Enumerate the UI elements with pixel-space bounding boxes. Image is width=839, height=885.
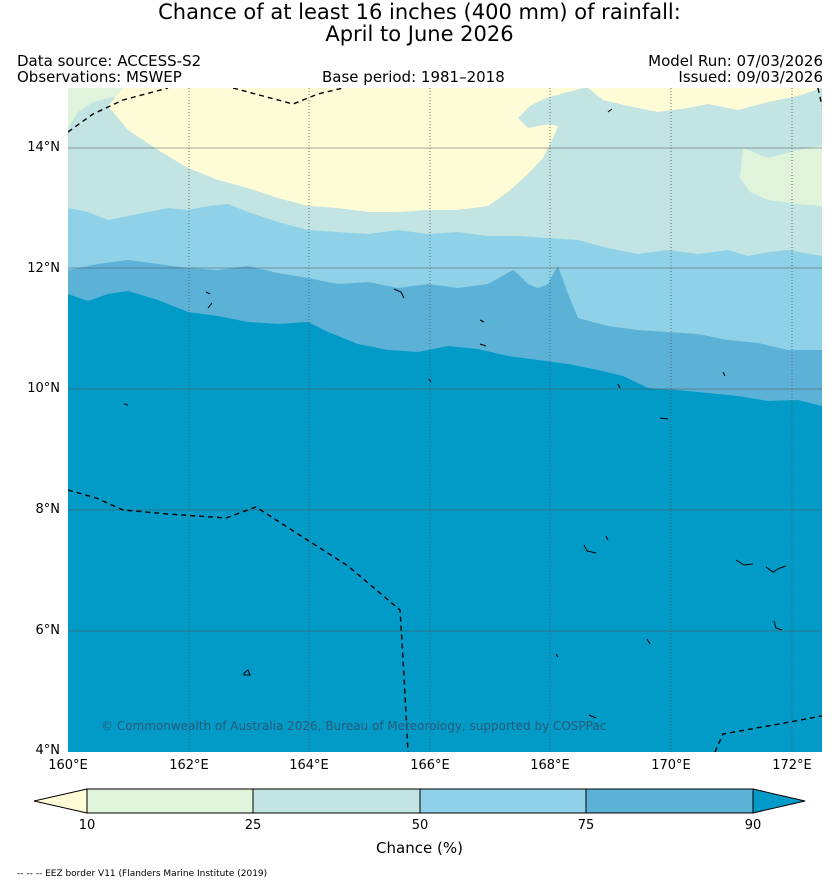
lat-label-12: 12°N xyxy=(27,261,60,276)
island-wotje xyxy=(617,371,726,420)
colorbar-tick-75: 75 xyxy=(577,818,595,833)
lat-label-14: 14°N xyxy=(27,140,60,155)
colorbar-segment-50-75 xyxy=(419,788,587,814)
colorbar-segment-75-90 xyxy=(585,788,754,814)
island-wake xyxy=(607,108,613,113)
lat-label-10: 10°N xyxy=(27,381,60,396)
zone-10-25-west xyxy=(68,88,128,128)
base-period-label: Base period: 1981–2018 xyxy=(322,68,505,86)
observations-label: Observations: MSWEP xyxy=(17,68,182,86)
island-rongelap xyxy=(479,319,485,323)
lon-label-162: 162°E xyxy=(169,758,209,773)
model-run-label: Model Run: 07/03/2026 xyxy=(648,52,823,70)
lon-label-164: 164°E xyxy=(289,758,329,773)
island-enewetak xyxy=(205,291,213,309)
colorbar-low-extend xyxy=(33,788,88,814)
colorbar-segment-25-50 xyxy=(252,788,421,814)
lat-label-4: 4°N xyxy=(35,743,61,758)
zone-below-10-west xyxy=(108,88,583,212)
colorbar-label: Chance (%) xyxy=(376,839,463,857)
island-mili xyxy=(773,620,783,631)
issued-label: Issued: 09/03/2026 xyxy=(678,68,823,86)
eez-border-south-east xyxy=(714,715,822,752)
eez-border-north-west xyxy=(68,88,169,133)
island-small-atolls xyxy=(123,343,487,406)
lat-label-8: 8°N xyxy=(35,502,61,517)
eez-border-west xyxy=(68,489,409,752)
island-ujelang xyxy=(243,669,251,676)
colorbar-tick-25: 25 xyxy=(244,818,262,833)
lat-label-6: 6°N xyxy=(35,623,61,638)
colorbar-tick-50: 50 xyxy=(411,818,429,833)
colorbar-segment-10-25 xyxy=(86,788,254,814)
lon-label-166: 166°E xyxy=(410,758,450,773)
island-kwajalein xyxy=(583,535,609,554)
map-title-line2: April to June 2026 xyxy=(325,22,514,46)
lon-label-172: 172°E xyxy=(772,758,812,773)
island-ebon-jaluit xyxy=(555,638,651,719)
eez-border-north xyxy=(232,88,344,105)
colorbar-high-extend xyxy=(752,788,806,814)
graticule xyxy=(68,147,822,632)
island-majuro xyxy=(735,559,787,573)
islands xyxy=(123,108,787,719)
eez-border-north-east xyxy=(817,88,822,107)
rainfall-probability-map: © Commonwealth of Australia 2026, Bureau… xyxy=(68,88,822,752)
eez-borders xyxy=(68,88,822,752)
eez-footnote: -- -- -- EEZ border V11 (Flanders Marine… xyxy=(17,869,268,879)
zone-10-25-east xyxy=(740,146,822,206)
colorbar-tick-10: 10 xyxy=(78,818,96,833)
lon-label-168: 168°E xyxy=(530,758,570,773)
lon-label-160: 160°E xyxy=(48,758,88,773)
colorbar-tick-90: 90 xyxy=(744,818,762,833)
lon-label-170: 170°E xyxy=(651,758,691,773)
zone-below-10-east xyxy=(588,88,822,112)
map-title-line1: Chance of at least 16 inches (400 mm) of… xyxy=(158,0,681,24)
copyright-credit: © Commonwealth of Australia 2026, Bureau… xyxy=(101,719,606,733)
island-bikini xyxy=(393,288,405,299)
data-source-label: Data source: ACCESS-S2 xyxy=(17,52,202,70)
